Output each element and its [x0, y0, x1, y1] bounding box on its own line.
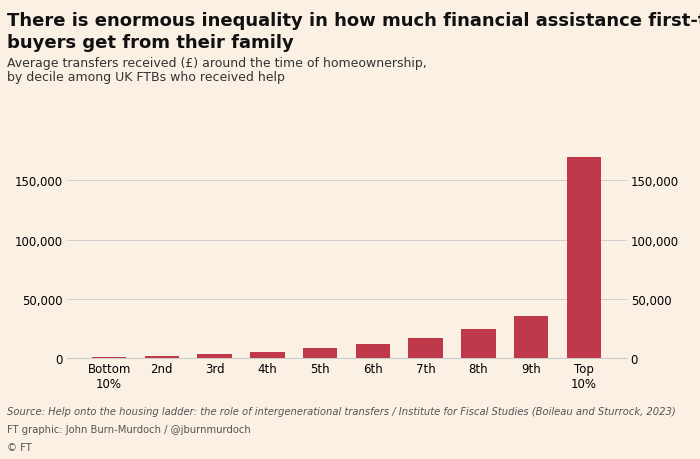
Text: © FT: © FT [7, 442, 31, 452]
Bar [567, 157, 601, 358]
Text: There is enormous inequality in how much financial assistance first-time: There is enormous inequality in how much… [7, 11, 700, 29]
Bar [303, 348, 337, 358]
Text: Average transfers received (£) around the time of homeownership,: Average transfers received (£) around th… [7, 57, 427, 70]
Bar [145, 356, 179, 358]
Bar [461, 330, 496, 358]
Text: Source: Help onto the housing ladder: the role of intergenerational transfers / : Source: Help onto the housing ladder: th… [7, 406, 676, 416]
Bar [250, 352, 284, 358]
Bar [197, 354, 232, 358]
Bar [409, 338, 443, 358]
Bar [356, 344, 390, 358]
Text: by decile among UK FTBs who received help: by decile among UK FTBs who received hel… [7, 71, 285, 84]
Bar [514, 317, 548, 358]
Text: FT graphic: John Burn-Murdoch / @jburnmurdoch: FT graphic: John Burn-Murdoch / @jburnmu… [7, 425, 251, 435]
Text: buyers get from their family: buyers get from their family [7, 34, 294, 52]
